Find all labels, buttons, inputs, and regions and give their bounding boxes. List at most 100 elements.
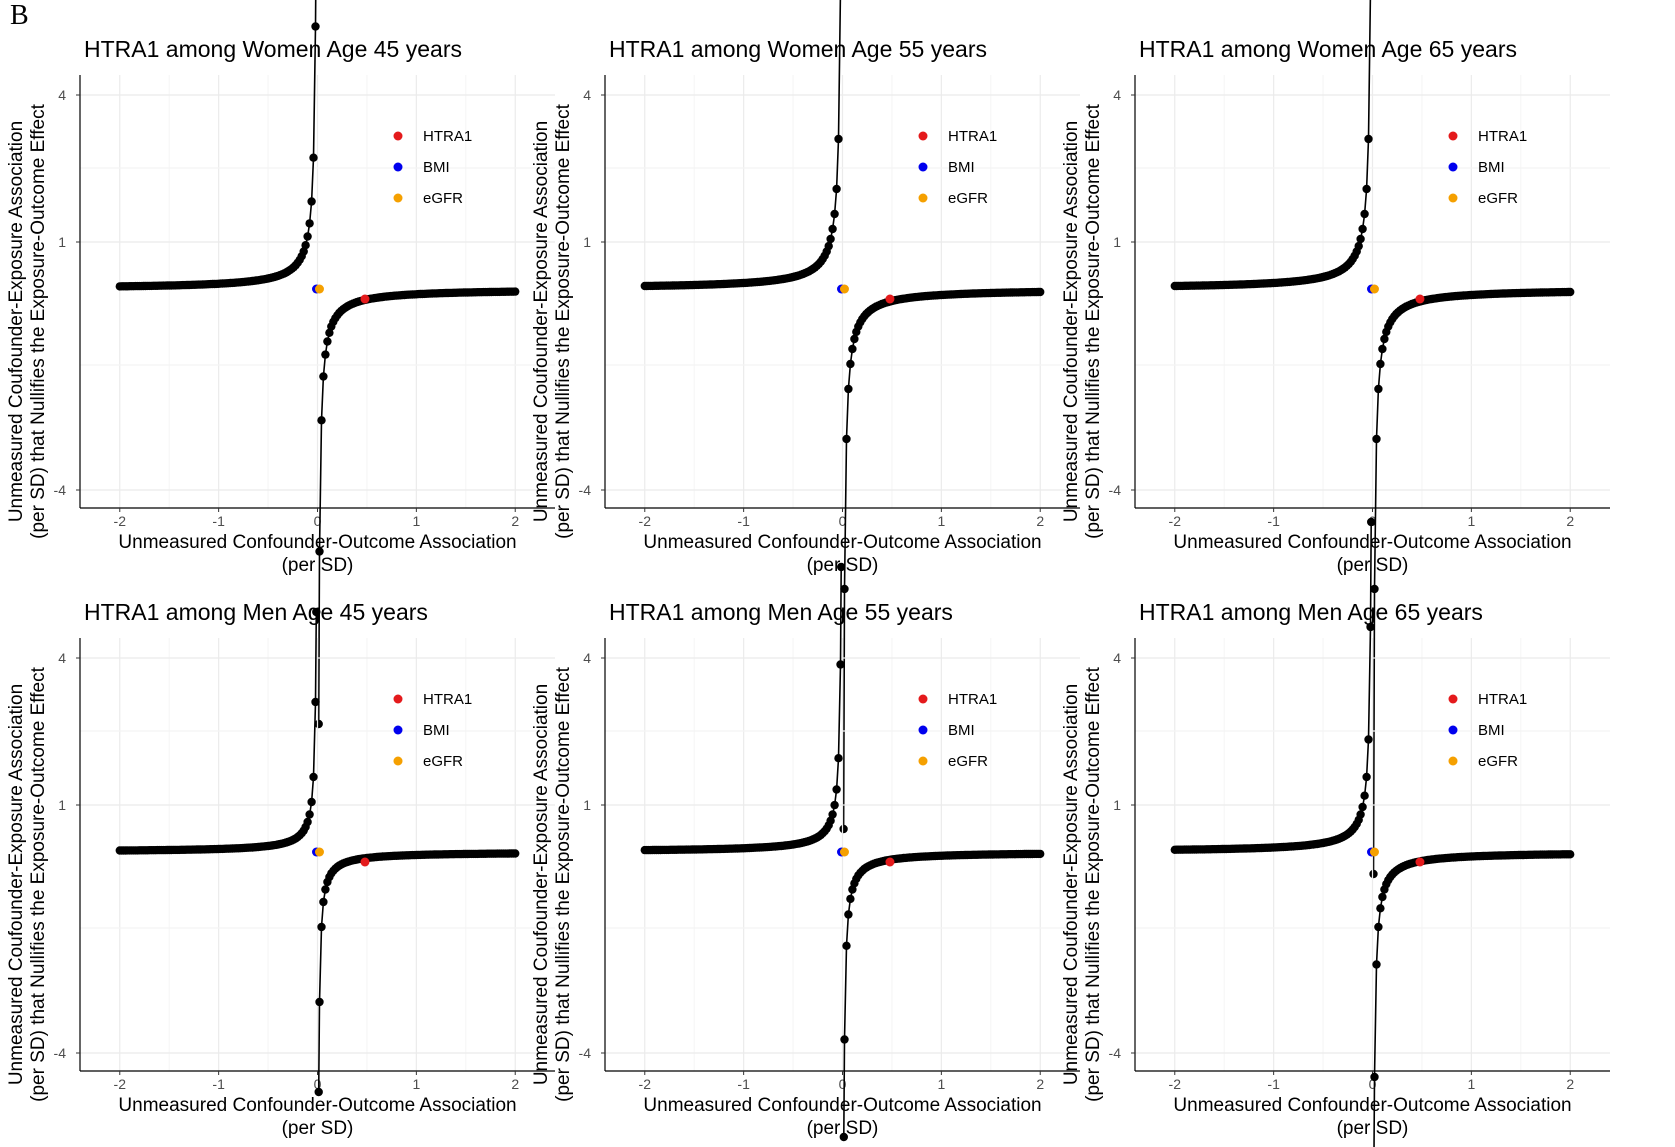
y-axis-label: Unmeasured Coufounder-Exposure Associati… bbox=[1061, 121, 1082, 522]
legend-marker-egfr bbox=[393, 756, 403, 766]
curve-point bbox=[848, 885, 857, 894]
legend-label-htra1: HTRA1 bbox=[948, 691, 997, 708]
chart-title: HTRA1 among Men Age 45 years bbox=[84, 599, 428, 625]
legend-label-htra1: HTRA1 bbox=[1478, 128, 1527, 145]
x-tick-label: -2 bbox=[114, 1076, 127, 1092]
legend-label-bmi: BMI bbox=[1478, 722, 1505, 739]
point-egfr bbox=[839, 284, 849, 294]
legend-marker-bmi bbox=[1448, 162, 1458, 172]
curve-point bbox=[311, 22, 320, 31]
y-axis-label: Unmeasured Coufounder-Exposure Associati… bbox=[531, 121, 552, 522]
curve-point bbox=[1362, 772, 1371, 782]
chart-panel-5: HTRA1 among Men Age 55 years 4 1 -4 -2 -1 0 1 2 U… bbox=[531, 562, 1080, 1142]
x-tick-label: 0 bbox=[1369, 1076, 1377, 1092]
legend-marker-egfr bbox=[393, 193, 403, 203]
legend-marker-htra1 bbox=[1448, 694, 1458, 704]
x-axis-label: Unmeasured Confounder-Outcome Associatio… bbox=[118, 532, 516, 553]
point-egfr bbox=[1369, 847, 1379, 857]
curve-point bbox=[848, 344, 857, 354]
chart-panel-2: HTRA1 among Women Age 55 years 4 1 -4 -2 -1 0 1… bbox=[531, 0, 1080, 834]
y-tick-label: -4 bbox=[1109, 482, 1122, 498]
x-axis-label: (per SD) bbox=[1337, 555, 1409, 576]
curve-point bbox=[834, 134, 843, 144]
x-tick-label: 1 bbox=[412, 513, 420, 529]
y-tick-label: 4 bbox=[583, 87, 591, 103]
curve-point bbox=[1380, 334, 1389, 344]
curve-point bbox=[1360, 209, 1369, 219]
curve-point bbox=[309, 153, 318, 162]
x-tick-label: -1 bbox=[737, 1076, 750, 1092]
legend-label-bmi: BMI bbox=[423, 159, 450, 176]
curve-point bbox=[830, 209, 839, 219]
x-tick-label: -2 bbox=[639, 513, 652, 529]
curve-point bbox=[1354, 241, 1363, 251]
x-tick-label: 2 bbox=[511, 513, 519, 529]
x-tick-label: 1 bbox=[1467, 513, 1475, 529]
curve-point bbox=[836, 660, 845, 669]
point-htra1 bbox=[360, 857, 370, 867]
point-htra1 bbox=[885, 857, 895, 867]
x-tick-label: 2 bbox=[1036, 1076, 1044, 1092]
legend-label-egfr: eGFR bbox=[1478, 753, 1518, 770]
curve-point bbox=[1374, 922, 1383, 932]
x-tick-label: -1 bbox=[212, 513, 225, 529]
point-htra1 bbox=[1415, 294, 1425, 304]
curve-point bbox=[311, 697, 320, 707]
y-tick-label: 1 bbox=[583, 797, 591, 813]
y-tick-label: 1 bbox=[583, 234, 591, 250]
x-tick-label: 2 bbox=[1566, 513, 1574, 529]
legend-label-htra1: HTRA1 bbox=[948, 128, 997, 145]
x-tick-label: 1 bbox=[1467, 1076, 1475, 1092]
curve-point bbox=[842, 434, 851, 444]
x-axis-label: (per SD) bbox=[807, 1118, 879, 1139]
legend-marker-htra1 bbox=[1448, 131, 1458, 141]
point-htra1 bbox=[1415, 857, 1425, 867]
curve-point bbox=[846, 894, 855, 904]
chart-title: HTRA1 among Men Age 65 years bbox=[1139, 599, 1483, 625]
y-axis-label: (per SD) that Nullifies the Exposure-Out… bbox=[553, 666, 574, 1101]
curve-point bbox=[314, 1087, 323, 1097]
legend-label-egfr: eGFR bbox=[948, 190, 988, 207]
y-axis-label: (per SD) that Nullifies the Exposure-Out… bbox=[1083, 666, 1104, 1101]
x-axis-label: Unmeasured Confounder-Outcome Associatio… bbox=[1173, 1095, 1571, 1116]
x-tick-label: 0 bbox=[314, 513, 322, 529]
y-tick-label: -4 bbox=[579, 1045, 592, 1061]
x-axis-label: (per SD) bbox=[1337, 1118, 1409, 1139]
curve-point bbox=[317, 416, 326, 425]
curve-point bbox=[1372, 434, 1381, 444]
y-tick-label: 4 bbox=[58, 650, 66, 666]
legend-marker-bmi bbox=[393, 162, 403, 172]
curve-point bbox=[321, 350, 330, 359]
y-tick-label: 4 bbox=[1113, 87, 1121, 103]
curve-point bbox=[1378, 344, 1387, 354]
legend-label-bmi: BMI bbox=[1478, 159, 1505, 176]
legend-marker-egfr bbox=[1448, 756, 1458, 766]
x-axis-label: (per SD) bbox=[282, 1118, 354, 1139]
curve-point bbox=[1378, 892, 1387, 902]
x-tick-label: -2 bbox=[114, 513, 127, 529]
curve-point bbox=[846, 359, 855, 369]
x-axis-label: Unmeasured Confounder-Outcome Associatio… bbox=[118, 1095, 516, 1116]
curve-point bbox=[1356, 810, 1365, 819]
y-axis-label: (per SD) that Nullifies the Exposure-Out… bbox=[553, 103, 574, 538]
y-axis-label: (per SD) that Nullifies the Exposure-Out… bbox=[28, 103, 49, 538]
curve-point bbox=[325, 328, 334, 337]
curve-point bbox=[1362, 184, 1371, 194]
curve-point bbox=[321, 885, 330, 894]
point-egfr bbox=[314, 847, 324, 857]
curve-point bbox=[1358, 802, 1367, 812]
legend-label-egfr: eGFR bbox=[423, 190, 463, 207]
curve-point bbox=[824, 241, 833, 251]
y-tick-label: 1 bbox=[58, 797, 66, 813]
curve-point bbox=[839, 824, 848, 834]
point-htra1 bbox=[885, 294, 895, 304]
x-axis-label: (per SD) bbox=[282, 555, 354, 576]
legend-label-bmi: BMI bbox=[948, 159, 975, 176]
chart-title: HTRA1 among Men Age 55 years bbox=[609, 599, 953, 625]
chart-panel-1: HTRA1 among Women Age 45 years 4 1 -4 -2 -1 0 1… bbox=[6, 0, 555, 729]
legend-label-htra1: HTRA1 bbox=[423, 691, 472, 708]
curve-point bbox=[315, 547, 324, 556]
y-tick-label: -4 bbox=[54, 1045, 67, 1061]
